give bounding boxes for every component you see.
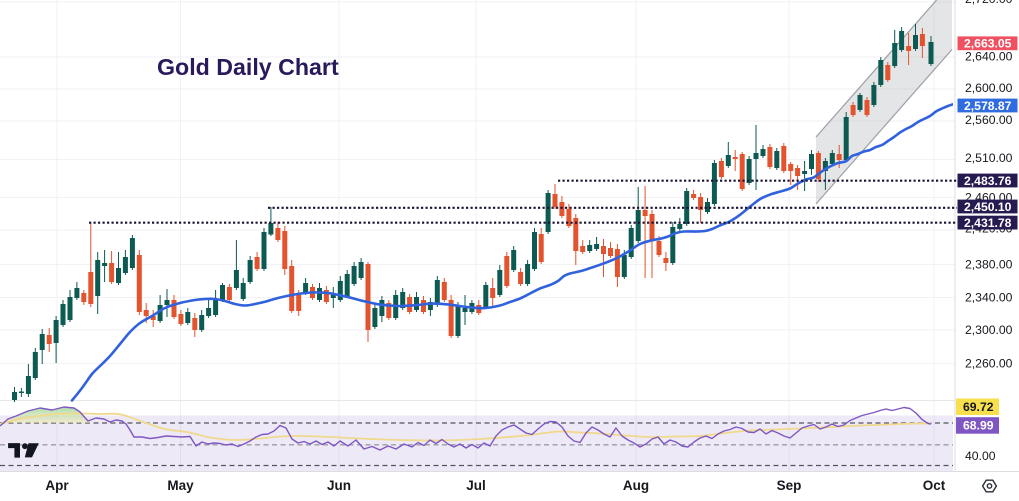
- svg-text:69.72: 69.72: [963, 400, 994, 414]
- svg-text:Apr: Apr: [45, 478, 69, 493]
- svg-text:Gold Daily Chart: Gold Daily Chart: [157, 54, 339, 80]
- svg-text:2,578.87: 2,578.87: [964, 99, 1012, 113]
- svg-text:2,450.10: 2,450.10: [964, 200, 1012, 214]
- svg-text:2,431.78: 2,431.78: [964, 216, 1012, 230]
- svg-text:2,510.00: 2,510.00: [965, 151, 1013, 165]
- svg-text:2,300.00: 2,300.00: [965, 323, 1013, 337]
- svg-text:Aug: Aug: [623, 478, 649, 493]
- svg-text:2,640.00: 2,640.00: [965, 50, 1013, 64]
- svg-text:2,260.00: 2,260.00: [965, 357, 1013, 371]
- svg-text:2,600.00: 2,600.00: [965, 81, 1013, 95]
- svg-text:Sep: Sep: [777, 478, 802, 493]
- svg-text:2,560.00: 2,560.00: [965, 113, 1013, 127]
- svg-text:2,380.00: 2,380.00: [965, 258, 1013, 272]
- svg-text:2,483.76: 2,483.76: [964, 174, 1012, 188]
- svg-text:Oct: Oct: [923, 478, 946, 493]
- svg-text:2,663.05: 2,663.05: [964, 37, 1012, 51]
- svg-text:May: May: [167, 478, 194, 493]
- svg-text:2,720.00: 2,720.00: [965, 0, 1013, 6]
- svg-text:68.99: 68.99: [963, 419, 994, 433]
- svg-text:Jun: Jun: [327, 478, 351, 493]
- svg-text:40.00: 40.00: [965, 449, 996, 463]
- svg-text:2,340.00: 2,340.00: [965, 291, 1013, 305]
- svg-text:Jul: Jul: [466, 478, 486, 493]
